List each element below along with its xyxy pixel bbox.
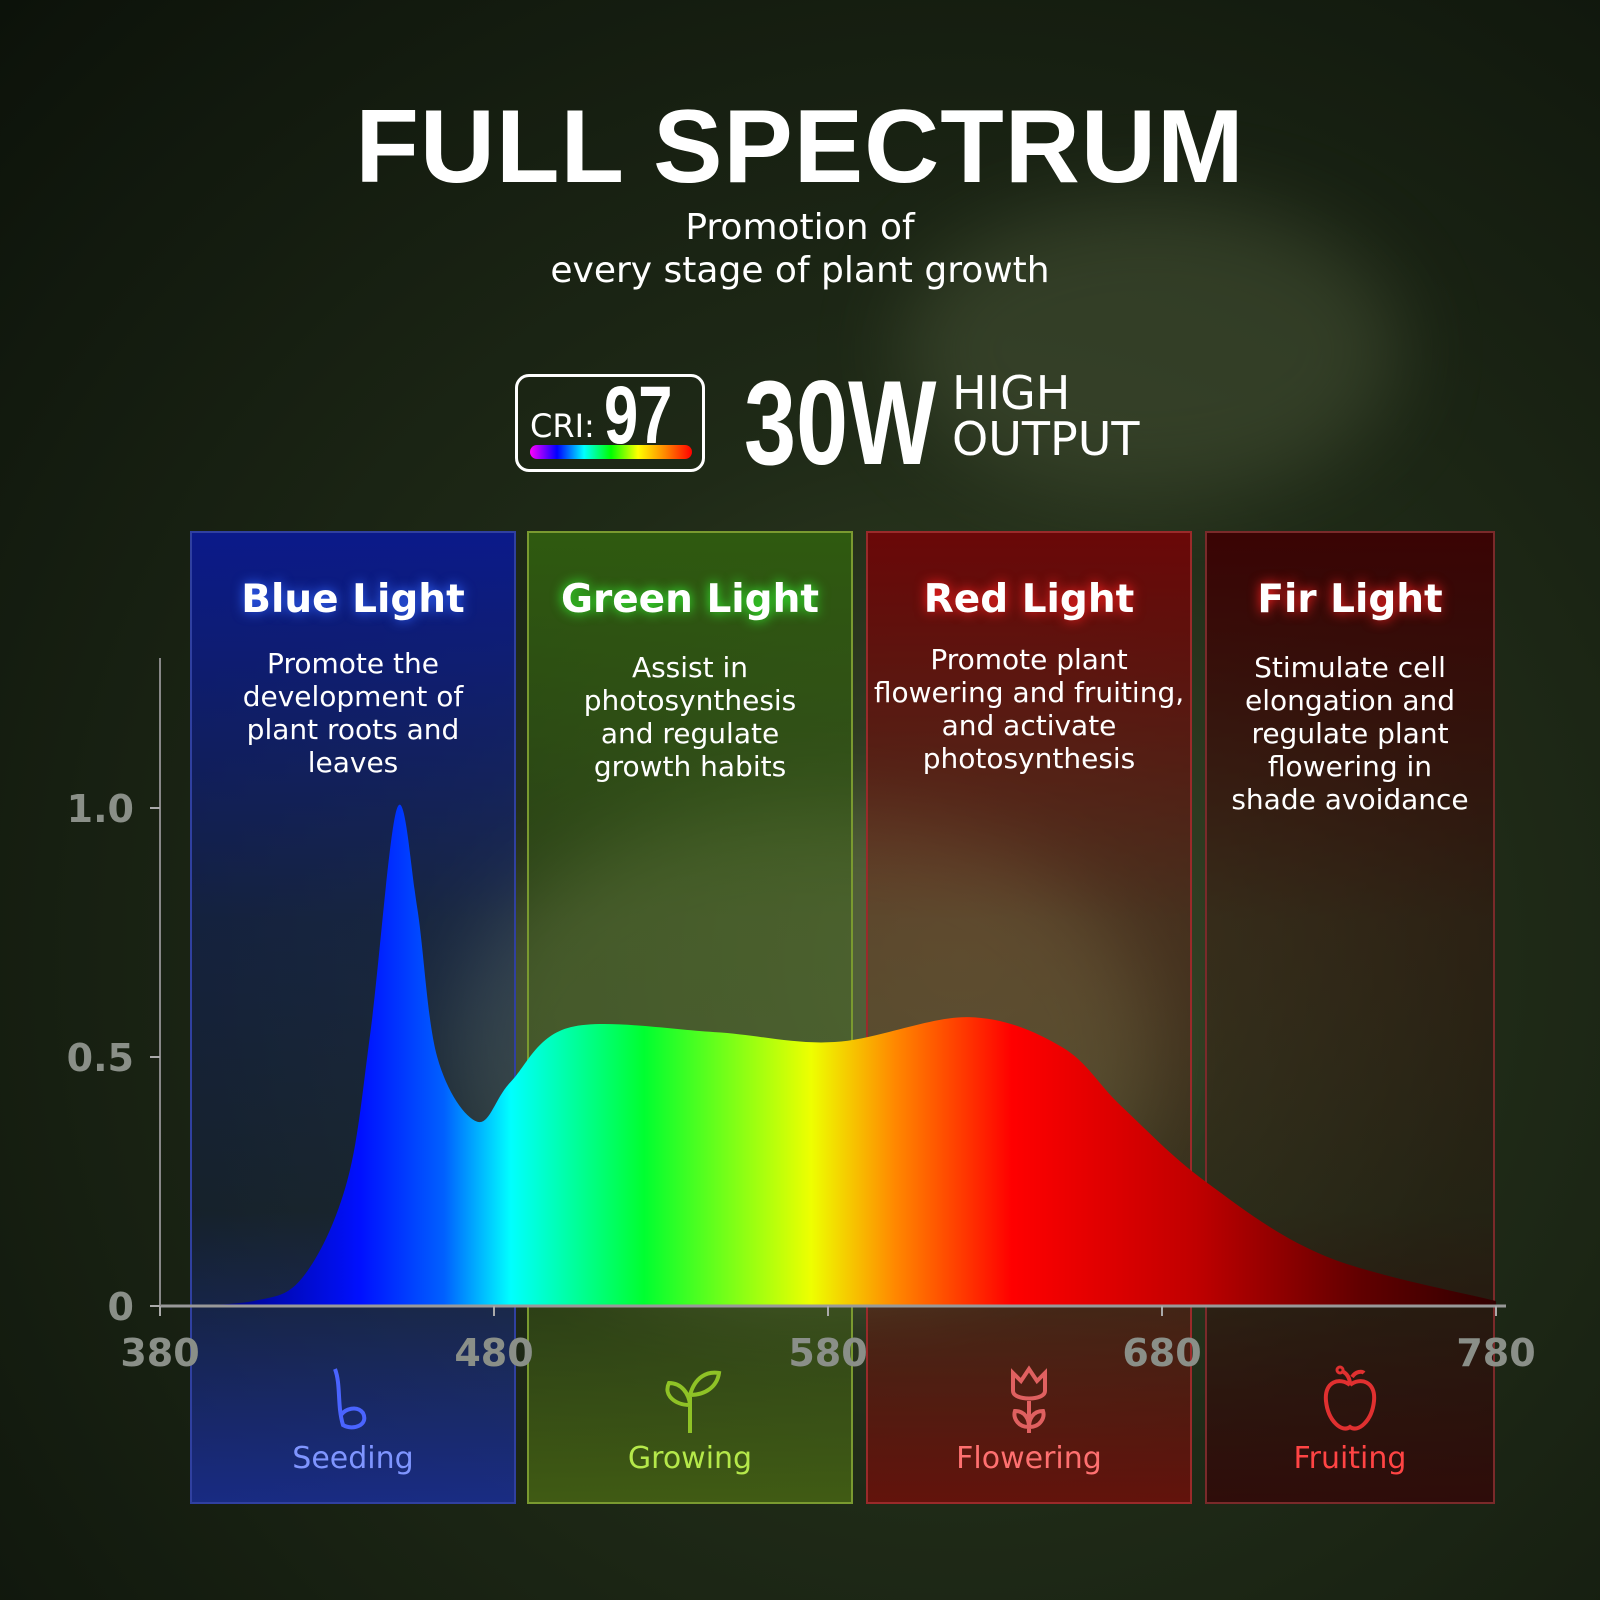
- panel-red: Red Light Promote plant flowering and fr…: [866, 531, 1192, 1504]
- stage-label: Growing: [627, 1441, 753, 1476]
- x-tick-label: 780: [1456, 1331, 1535, 1375]
- y-tick-label: 0: [108, 1285, 134, 1329]
- x-tick-label: 680: [1122, 1331, 1201, 1375]
- x-tick-label: 380: [120, 1331, 199, 1375]
- seedling-icon: [665, 1370, 722, 1433]
- cri-badge: CRI: 97: [515, 370, 705, 472]
- output-line: OUTPUT: [952, 412, 1140, 466]
- output-line: HIGH: [952, 366, 1071, 420]
- y-tick-label: 1.0: [67, 787, 134, 831]
- output-label: HIGH OUTPUT: [952, 370, 1139, 462]
- stage-label: Flowering: [956, 1441, 1102, 1476]
- x-tick-label: 580: [788, 1331, 867, 1375]
- panel-title: Fir Light: [1257, 577, 1443, 622]
- spectrum-area: [160, 804, 1496, 1306]
- sprout-seed-icon: [333, 1368, 367, 1430]
- panel-desc: Promote plant flowering and fruiting, an…: [873, 643, 1185, 775]
- subtitle: Promotion of every stage of plant growth: [0, 206, 1600, 292]
- x-tick-label: 480: [454, 1331, 533, 1375]
- tulip-icon: [1011, 1365, 1047, 1433]
- panel-desc: Stimulate cell elongation and regulate p…: [1231, 651, 1469, 816]
- page-title: FULL SPECTRUM: [355, 89, 1245, 205]
- panel-blue: Blue Light Promote the development of pl…: [190, 531, 516, 1504]
- wattage: 30W: [744, 356, 937, 490]
- stage-label: Seeding: [292, 1441, 414, 1476]
- panel-title: Blue Light: [241, 577, 465, 622]
- apple-icon: [1323, 1365, 1377, 1431]
- panel-desc: Assist in photosynthesis and regulate gr…: [583, 651, 797, 783]
- subtitle-line: every stage of plant growth: [550, 250, 1050, 291]
- panel-far-red: Fir Light Stimulate cell elongation and …: [1205, 531, 1495, 1504]
- panel-title: Green Light: [560, 577, 820, 622]
- cri-label: CRI:: [530, 407, 595, 445]
- panel-green: Green Light Assist in photosynthesis and…: [527, 531, 853, 1504]
- panel-desc: Promote the development of plant roots a…: [242, 647, 464, 779]
- panel-title: Red Light: [923, 577, 1135, 622]
- subtitle-line: Promotion of: [685, 207, 915, 248]
- stage-label: Fruiting: [1293, 1441, 1407, 1476]
- y-tick-label: 0.5: [67, 1036, 134, 1080]
- rainbow-bar: [530, 445, 692, 459]
